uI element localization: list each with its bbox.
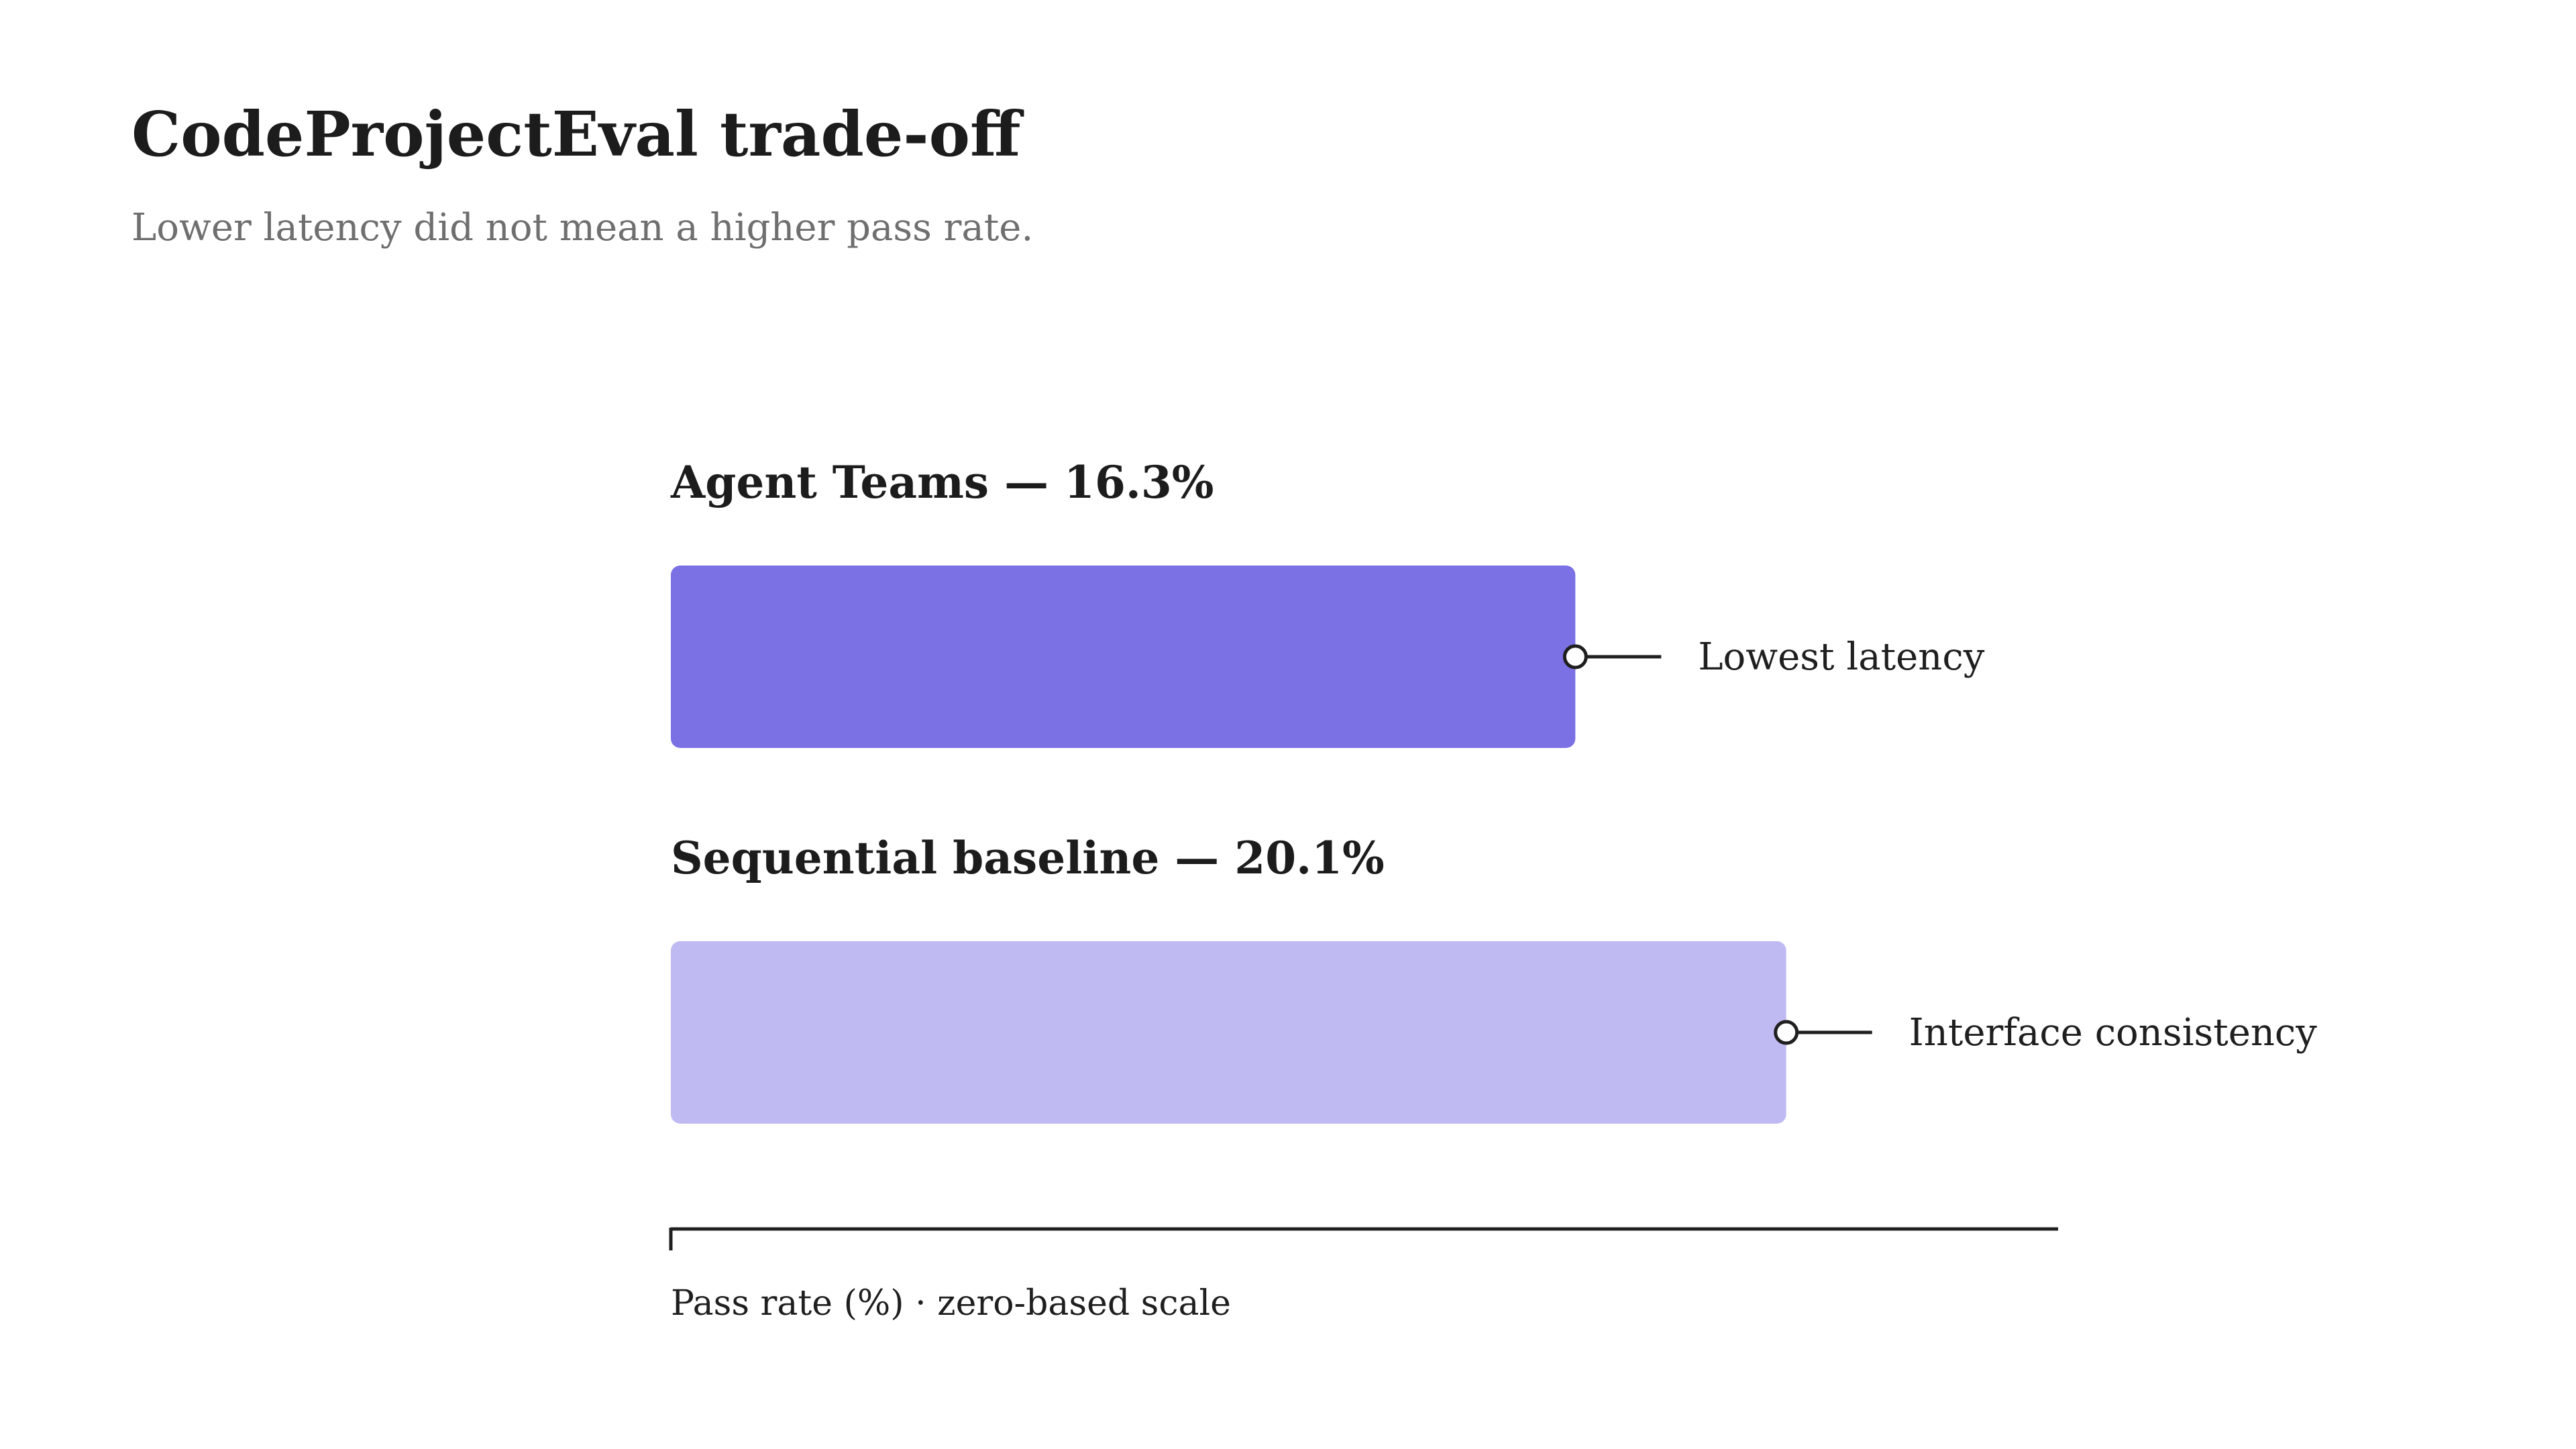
annotation-label: Interface consistency	[1909, 1011, 2318, 1055]
bar-value-label: Sequential baseline — 20.1%	[671, 832, 1385, 884]
annotation-dot	[1774, 1020, 1799, 1045]
chart-subtitle: Lower latency did not mean a higher pass…	[131, 206, 1034, 250]
bar	[671, 566, 1576, 748]
bar	[671, 941, 1786, 1124]
annotation-label: Lowest latency	[1698, 635, 1984, 679]
annotation-dot	[1562, 644, 1588, 669]
x-axis-label: Pass rate (%) · zero-based scale	[671, 1283, 1231, 1324]
bar-value-label: Agent Teams — 16.3%	[670, 456, 1214, 508]
chart-title: CodeProjectEval trade-off	[131, 98, 1021, 170]
